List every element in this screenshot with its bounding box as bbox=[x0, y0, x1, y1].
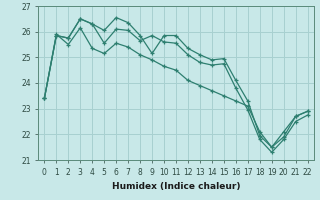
X-axis label: Humidex (Indice chaleur): Humidex (Indice chaleur) bbox=[112, 182, 240, 191]
